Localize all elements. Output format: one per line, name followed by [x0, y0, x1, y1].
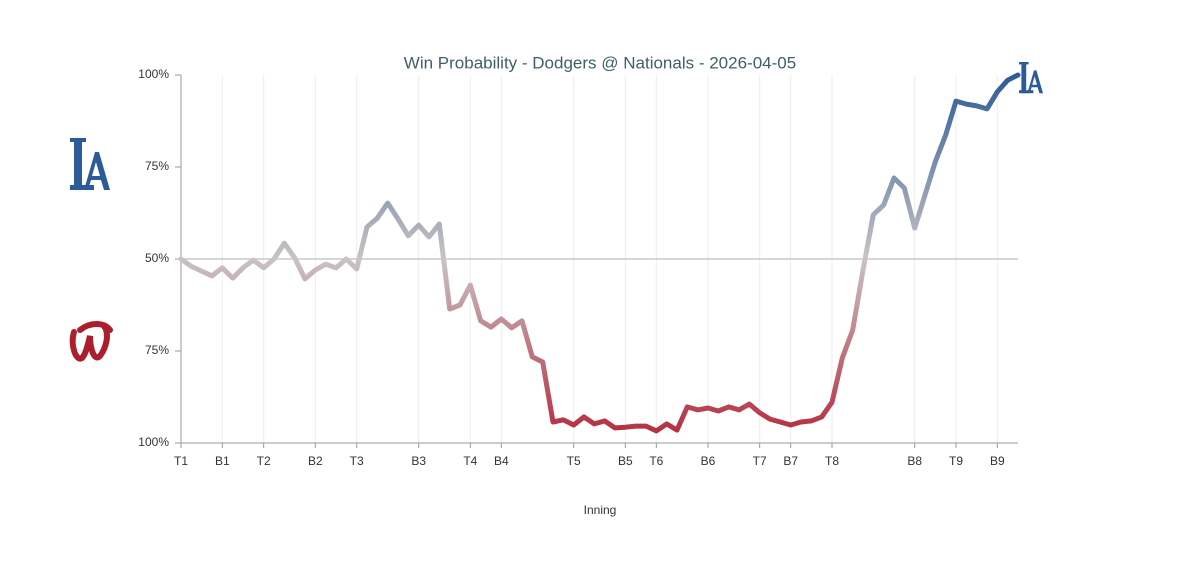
y-tick-label: 100% — [138, 67, 169, 81]
x-tick-label: B1 — [215, 454, 230, 468]
x-axis-label: Inning — [584, 503, 617, 517]
y-tick-label: 50% — [145, 251, 169, 265]
x-tick-label: T2 — [257, 454, 271, 468]
x-tick-label: T6 — [649, 454, 663, 468]
x-tick-label: T1 — [174, 454, 188, 468]
x-tick-label: T3 — [350, 454, 364, 468]
y-tick-label: 75% — [145, 159, 169, 173]
plot-area: T1 B1 T2 B2 T3 B3 T4 B4 T5 B5 T6 B6 T7 B7 T8 B8 T9 B9 100%… — [138, 67, 1021, 468]
win-probability-line — [178, 72, 1021, 434]
x-tick-label: B2 — [308, 454, 323, 468]
x-tick-label: T4 — [463, 454, 477, 468]
x-tick-label: B3 — [411, 454, 426, 468]
x-tick-label: B4 — [494, 454, 509, 468]
x-tick-label: B7 — [783, 454, 798, 468]
dodgers-logo — [70, 138, 110, 190]
x-tick-label: T8 — [825, 454, 839, 468]
x-tick-label: B8 — [907, 454, 922, 468]
x-tick-label: B5 — [618, 454, 633, 468]
dodgers-logo-end — [1019, 62, 1043, 94]
nationals-logo — [69, 321, 113, 362]
chart-title: Win Probability - Dodgers @ Nationals - … — [404, 53, 796, 72]
x-tick-label: T9 — [949, 454, 963, 468]
x-tick-label: B9 — [990, 454, 1005, 468]
x-tick-label: T5 — [567, 454, 581, 468]
x-tick-label: B6 — [701, 454, 716, 468]
y-tick-label: 100% — [138, 435, 169, 449]
x-tick-label: T7 — [753, 454, 767, 468]
y-tick-label: 75% — [145, 343, 169, 357]
